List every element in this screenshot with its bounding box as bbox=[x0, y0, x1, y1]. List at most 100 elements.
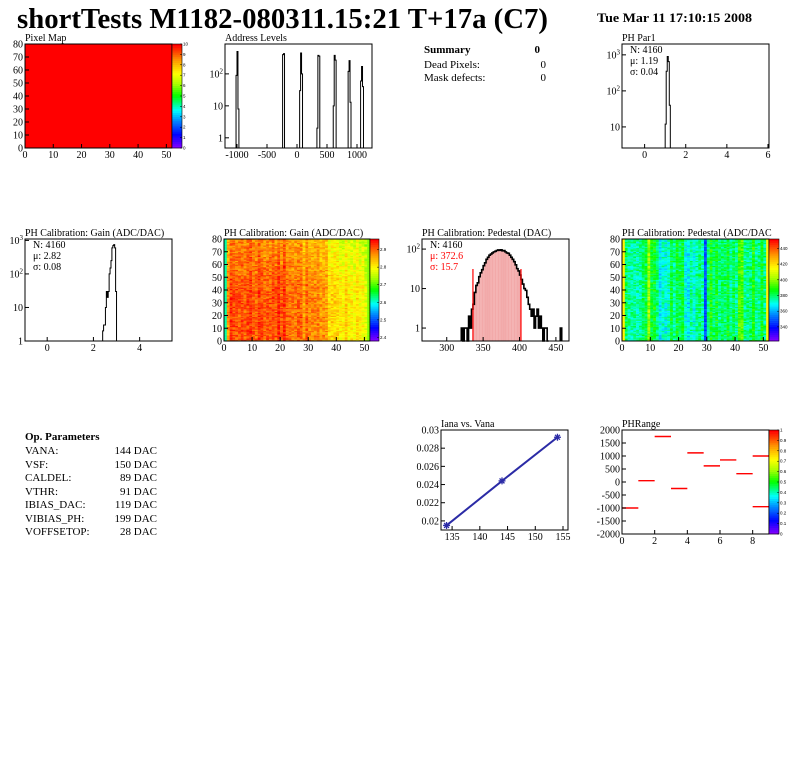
heatmap-cell bbox=[319, 291, 323, 293]
heatmap-cell bbox=[305, 290, 309, 292]
heatmap-cell bbox=[299, 329, 303, 331]
heatmap-cell bbox=[322, 263, 326, 265]
heatmap-cell bbox=[327, 292, 331, 295]
heatmap-cell bbox=[268, 335, 272, 338]
heatmap-cell bbox=[622, 328, 626, 330]
heatmap-cell bbox=[355, 339, 359, 342]
heatmap-cell bbox=[624, 249, 628, 251]
heatmap-cell bbox=[224, 281, 228, 283]
heatmap-cell bbox=[249, 277, 253, 279]
heatmap-cell bbox=[240, 291, 244, 293]
heatmap-cell bbox=[277, 250, 281, 252]
heatmap-cell bbox=[336, 291, 340, 293]
heatmap-cell bbox=[226, 250, 230, 252]
heatmap-cell bbox=[313, 315, 317, 317]
heatmap-cell bbox=[364, 318, 368, 320]
heatmap-cell bbox=[350, 293, 354, 296]
heatmap-cell bbox=[277, 261, 281, 264]
heatmap-cell bbox=[367, 254, 371, 256]
heatmap-cell bbox=[240, 284, 244, 287]
heatmap-cell bbox=[622, 295, 626, 297]
heatmap-cell bbox=[263, 265, 267, 268]
heatmap-cell bbox=[302, 261, 306, 264]
heatmap-cell bbox=[350, 332, 354, 334]
heatmap-cell bbox=[252, 307, 256, 310]
heatmap-cell bbox=[341, 260, 345, 263]
heatmap-cell bbox=[285, 290, 289, 292]
heatmap-cell bbox=[336, 288, 340, 291]
heatmap-cell bbox=[260, 306, 264, 309]
heatmap-cell bbox=[288, 273, 292, 275]
heatmap-cell bbox=[630, 335, 634, 338]
heatmap-cell bbox=[291, 283, 295, 286]
colorbar-swatch bbox=[370, 275, 379, 279]
heatmap-cell bbox=[364, 337, 368, 339]
heatmap-cell bbox=[271, 251, 275, 254]
heatmap-cell bbox=[627, 261, 631, 264]
heatmap-cell bbox=[243, 278, 247, 280]
heatmap-cell bbox=[263, 244, 267, 246]
heatmap-cell bbox=[302, 334, 306, 337]
heatmap-cell bbox=[344, 240, 348, 242]
heatmap-cell bbox=[636, 284, 640, 287]
heatmap-cell bbox=[235, 244, 239, 246]
heatmap-cell bbox=[636, 241, 640, 244]
heatmap-cell bbox=[271, 269, 275, 272]
heatmap-cell bbox=[361, 338, 365, 340]
heatmap-cell bbox=[367, 310, 371, 312]
plot-frame bbox=[24, 238, 173, 342]
heatmap-cell bbox=[224, 321, 228, 324]
heatmap-cell bbox=[302, 324, 306, 326]
heatmap-cell bbox=[243, 263, 247, 265]
heatmap-cell bbox=[627, 260, 631, 263]
heatmap-cell bbox=[240, 298, 244, 301]
heatmap-cell bbox=[299, 296, 303, 298]
histogram-bars bbox=[347, 60, 352, 148]
heatmap-cell bbox=[260, 323, 264, 325]
heatmap-cell bbox=[232, 268, 236, 270]
y-tick-label: 80 bbox=[13, 40, 23, 51]
heatmap-cell bbox=[297, 258, 301, 260]
heatmap-cell bbox=[294, 249, 298, 251]
heatmap-cell bbox=[297, 275, 301, 278]
heatmap-cell bbox=[638, 326, 642, 329]
heatmap-cell bbox=[344, 314, 348, 316]
heatmap-cell bbox=[263, 272, 267, 274]
colorbar-swatch bbox=[172, 89, 182, 93]
heatmap-cell bbox=[333, 324, 337, 326]
heatmap-cell bbox=[271, 245, 275, 247]
heatmap-cell bbox=[341, 337, 345, 339]
colorbar-swatch bbox=[370, 324, 379, 328]
heatmap-cell bbox=[622, 296, 626, 298]
heatmap-cell bbox=[254, 330, 258, 333]
heatmap-cell bbox=[313, 246, 317, 249]
heatmap-cell bbox=[358, 291, 362, 293]
heatmap-cell bbox=[257, 300, 261, 302]
heatmap-cell bbox=[249, 292, 253, 295]
heatmap-cell bbox=[355, 305, 359, 307]
heatmap-cell bbox=[285, 291, 289, 293]
heatmap-cell bbox=[311, 267, 315, 269]
heatmap-cell bbox=[235, 279, 239, 282]
heatmap-cell bbox=[277, 273, 281, 275]
heatmap-cell bbox=[302, 311, 306, 314]
heatmap-cell bbox=[226, 332, 230, 334]
heatmap-cell bbox=[254, 323, 258, 325]
heatmap-cell bbox=[313, 254, 317, 256]
heatmap-cell bbox=[311, 283, 315, 286]
heatmap-cell bbox=[226, 242, 230, 245]
heatmap-cell bbox=[322, 312, 326, 315]
heatmap-cell bbox=[266, 325, 270, 328]
heatmap-cell bbox=[353, 328, 357, 330]
heatmap-cell bbox=[347, 239, 351, 241]
heatmap-cell bbox=[355, 250, 359, 252]
heatmap-cell bbox=[347, 242, 351, 245]
heatmap-cell bbox=[624, 240, 628, 242]
heatmap-cell bbox=[271, 333, 275, 335]
heatmap-cell bbox=[624, 333, 628, 335]
heatmap-cell bbox=[330, 293, 334, 296]
heatmap-cell bbox=[305, 302, 309, 305]
heatmap-cell bbox=[246, 300, 250, 302]
heatmap-cell bbox=[299, 335, 303, 338]
heatmap-cell bbox=[260, 269, 264, 272]
